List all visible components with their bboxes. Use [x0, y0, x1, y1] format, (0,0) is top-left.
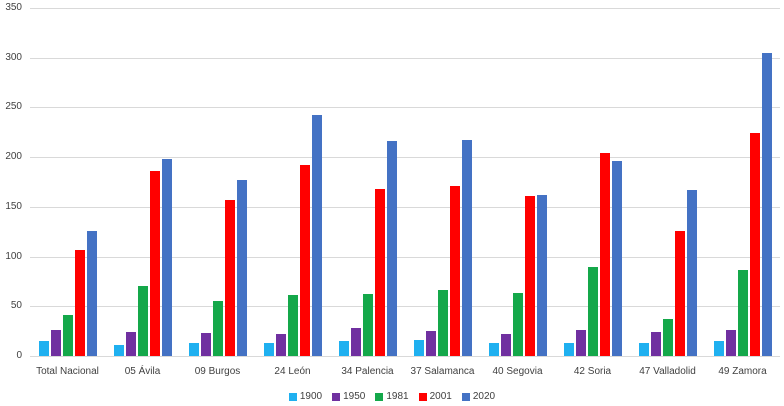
bar-1900 — [38, 341, 49, 356]
legend-label: 2020 — [472, 391, 496, 402]
legend-swatch-icon — [418, 392, 427, 401]
bar-2020 — [761, 52, 772, 356]
gridline — [30, 306, 780, 308]
bar-2001 — [224, 199, 235, 356]
bar-2020 — [161, 159, 172, 356]
bar-2001 — [599, 153, 610, 356]
bar-2020 — [686, 189, 697, 356]
x-tick-label: 24 León — [274, 366, 311, 377]
bar-2020 — [611, 161, 622, 356]
y-tick-label: 350 — [5, 2, 22, 13]
bar-1981 — [587, 266, 598, 356]
bar-1900 — [638, 343, 649, 356]
bar-1900 — [488, 343, 499, 356]
y-tick-label: 100 — [5, 250, 22, 262]
legend-item-2020: 2020 — [461, 391, 496, 402]
gridline — [30, 57, 780, 59]
legend-label: 1981 — [386, 391, 409, 402]
x-tick-label: Total Nacional — [36, 366, 99, 377]
legend-item-1950: 1950 — [332, 391, 365, 402]
gridline — [30, 256, 780, 258]
x-tick-label: 05 Ávila — [124, 366, 161, 377]
bar-1981 — [137, 286, 148, 356]
bar-2001 — [299, 165, 310, 356]
bar-1900 — [713, 341, 724, 356]
legend-item-1981: 1981 — [375, 391, 409, 402]
legend-label: 1950 — [343, 391, 366, 402]
bar-2020 — [236, 180, 247, 356]
legend-label: 2001 — [429, 391, 452, 402]
bar-1981 — [662, 319, 673, 356]
bar-1981 — [62, 315, 73, 356]
bar-2020 — [311, 115, 322, 356]
bar-1981 — [212, 301, 223, 356]
legend-swatch-icon — [375, 392, 384, 401]
gridline — [30, 157, 780, 159]
bar-1950 — [275, 334, 286, 356]
gridline — [30, 107, 780, 109]
bar-1950 — [575, 330, 586, 356]
x-tick-label: 37 Salamanca — [410, 366, 475, 377]
gridline — [30, 206, 780, 208]
bar-2020 — [86, 230, 97, 356]
bar-1950 — [425, 331, 436, 356]
legend-swatch-icon — [288, 392, 297, 401]
bar-2001 — [374, 188, 385, 356]
legend-item-1900: 1900 — [288, 391, 323, 402]
bar-1900 — [113, 345, 124, 356]
y-tick-label: 250 — [5, 101, 22, 113]
bar-1950 — [200, 333, 211, 356]
bar-1950 — [725, 330, 736, 356]
bar-1950 — [50, 330, 61, 356]
x-tick-label: 42 Soria — [573, 366, 612, 377]
legend: 1900 1950 1981 2001 2020 — [0, 391, 784, 402]
bar-1900 — [188, 343, 199, 356]
x-tick-label: 34 Palencia — [341, 366, 394, 377]
bar-2001 — [674, 230, 685, 356]
bar-1950 — [125, 332, 136, 356]
bar-1981 — [362, 294, 373, 356]
bar-2020 — [536, 194, 547, 356]
x-tick-label: 40 Segovia — [492, 366, 543, 377]
bar-1950 — [350, 328, 361, 356]
y-tick-label: 0 — [16, 350, 22, 361]
gridline — [30, 8, 780, 9]
bar-1981 — [512, 293, 523, 356]
bar-2020 — [386, 141, 397, 356]
gridline — [30, 356, 780, 357]
y-tick-label: 150 — [5, 200, 22, 212]
legend-swatch-icon — [332, 392, 341, 401]
bar-1900 — [263, 343, 274, 356]
bar-2020 — [461, 140, 472, 356]
bar-1981 — [737, 269, 748, 356]
x-tick-label: 09 Burgos — [194, 366, 241, 377]
x-tick-label: 49 Zamora — [718, 366, 767, 377]
bar-2001 — [149, 171, 160, 356]
y-tick-label: 200 — [5, 151, 22, 163]
x-tick-label: 47 Valladolid — [639, 366, 696, 377]
bar-1900 — [563, 343, 574, 356]
bar-1900 — [413, 340, 424, 356]
bar-2001 — [749, 133, 760, 356]
bar-1950 — [650, 332, 661, 356]
bar-1981 — [437, 290, 448, 356]
bar-1981 — [287, 295, 298, 356]
legend-item-2001: 2001 — [418, 391, 452, 402]
legend-label: 1900 — [299, 391, 323, 402]
bar-1900 — [338, 341, 349, 356]
y-tick-label: 300 — [5, 51, 22, 63]
bar-2001 — [449, 185, 460, 356]
bar-2001 — [524, 195, 535, 356]
y-tick-label: 50 — [10, 300, 22, 312]
bar-2001 — [74, 249, 85, 356]
legend-swatch-icon — [461, 392, 470, 401]
bar-1950 — [500, 334, 511, 356]
